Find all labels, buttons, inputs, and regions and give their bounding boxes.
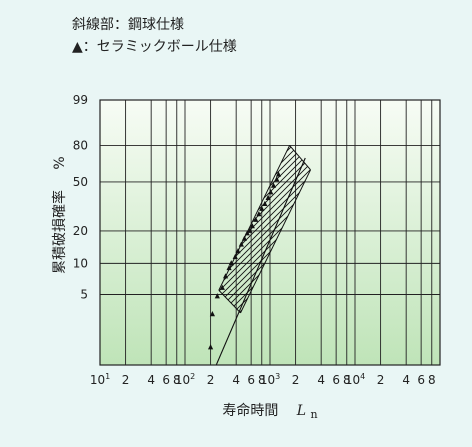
band-upper-edge (218, 145, 291, 291)
hatch-line (218, 145, 311, 313)
band-lower-edge (240, 169, 312, 314)
triangle-point (226, 264, 232, 271)
hatch-line (0, 0, 30, 400)
hatch-line (0, 0, 24, 400)
x-tick-label: 4 (232, 373, 240, 387)
band-top-edge (289, 145, 311, 171)
x-tick-label: 8 (258, 373, 266, 387)
x-tick-label: 4 (147, 373, 155, 387)
hatch-line (0, 0, 18, 400)
triangle-point (268, 189, 274, 195)
x-axis-symbol: L (296, 403, 306, 419)
x-tick-label: 104 (345, 372, 365, 387)
hatch-line (0, 0, 60, 400)
x-axis-title: 寿命時間 L n (222, 402, 317, 421)
hatch-line (0, 0, 102, 400)
x-tick-label: 4 (317, 373, 325, 387)
x-tick-label: 102 (175, 372, 195, 387)
hatch-line (0, 0, 90, 400)
x-tick-label: 8 (173, 373, 181, 387)
legend-triangle-label: ▲：セラミックボール仕様 (72, 39, 237, 55)
x-tick-label: 2 (122, 373, 130, 387)
hatch-line (0, 0, 54, 400)
hatch-line (218, 145, 311, 313)
y-tick-labels: 99 80 50 20 10 5 (73, 93, 88, 302)
triangle-point (235, 248, 241, 254)
x-tick-label: 4 (402, 373, 410, 387)
triangle-point (253, 216, 259, 222)
x-tick-label: 8 (428, 373, 436, 387)
triangle-point (274, 176, 280, 182)
x-tick-label: 2 (207, 373, 215, 387)
x-tick-label: 6 (332, 373, 340, 387)
legend-hatch-label: 斜線部：鋼球仕様 (72, 17, 184, 33)
x-tick-label: 6 (162, 373, 170, 387)
triangle-point (249, 223, 255, 229)
triangle-point (207, 344, 214, 350)
x-tick-label: 6 (417, 373, 425, 387)
y-tick-label: 80 (73, 138, 88, 152)
band-bottom-edge (218, 289, 241, 314)
triangle-point (209, 311, 215, 317)
fit-line-group (215, 157, 306, 365)
triangle-point (270, 182, 277, 188)
hatch-line (0, 0, 12, 400)
triangle-point (232, 253, 238, 259)
y-tick-label: 50 (73, 175, 88, 189)
x-tick-label: 103 (260, 372, 280, 387)
y-tick-label: 20 (73, 224, 88, 238)
triangle-point (244, 230, 250, 236)
triangle-point (275, 171, 282, 177)
hatch-line (0, 0, 6, 400)
fit-line (215, 157, 306, 365)
hatch-line (0, 0, 36, 400)
x-tick-label: 101 (90, 372, 110, 387)
triangle-point (241, 235, 248, 241)
hatch-line (218, 145, 311, 313)
plot-frame (99, 99, 441, 366)
x-tick-label: 2 (292, 373, 300, 387)
x-axis-subscript: n (311, 408, 318, 421)
triangle-point (222, 273, 229, 279)
y-tick-label: 10 (73, 256, 88, 270)
y-tick-label: 5 (80, 288, 88, 302)
y-axis-unit: % (52, 156, 68, 169)
triangle-point (228, 260, 234, 266)
hatch-line (452, 0, 472, 400)
triangle-point (265, 194, 271, 200)
series-points (207, 171, 282, 350)
y-tick-label: 99 (73, 93, 88, 107)
hatch-line (0, 0, 84, 400)
y-axis-title: 累積破損確率 (51, 190, 68, 274)
x-tick-label: 6 (247, 373, 255, 387)
triangle-point (219, 284, 225, 290)
grid (99, 99, 440, 365)
x-axis-label: 寿命時間 (222, 402, 278, 419)
hatch-line (218, 145, 311, 313)
hatch-line (464, 0, 472, 400)
hatch-line (218, 145, 311, 313)
triangle-point (256, 210, 262, 217)
hatch-line (0, 0, 48, 400)
x-tick-label: 2 (377, 373, 385, 387)
triangle-point (247, 227, 253, 233)
legend: 斜線部：鋼球仕様 ▲：セラミックボール仕様 (72, 14, 237, 58)
hatch-line (0, 0, 42, 400)
hatch-line (440, 0, 472, 400)
hatch-line (446, 0, 472, 400)
hatch-line (0, 0, 96, 400)
triangle-point (262, 200, 268, 207)
triangle-point (259, 205, 265, 211)
x-tick-label: 8 (343, 373, 351, 387)
triangle-point (214, 293, 220, 299)
triangle-point (238, 241, 244, 247)
hatch-line (458, 0, 472, 400)
